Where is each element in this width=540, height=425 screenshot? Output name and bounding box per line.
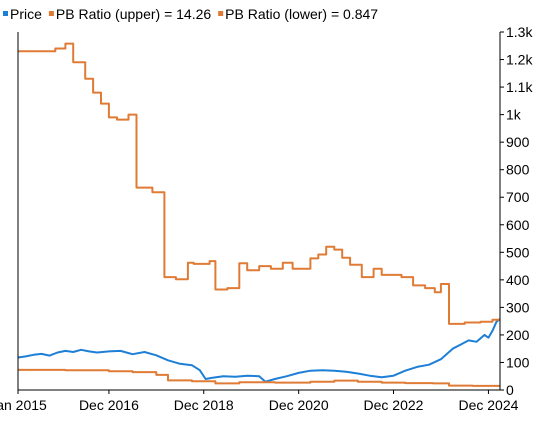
legend-swatch — [218, 11, 224, 16]
y-tick-label: 1k — [506, 107, 522, 123]
legend-label: PB Ratio (upper) = 14.26 — [56, 6, 211, 22]
y-tick-label: 300 — [506, 299, 530, 315]
x-axis-ticks: Jan 2015 Dec 2016 Dec 2018 Dec 2020 Dec 2022… — [0, 390, 519, 413]
y-tick-label: 1.2k — [506, 52, 533, 68]
x-tick-label: Dec 2020 — [269, 397, 329, 413]
legend-label: Price — [10, 6, 42, 22]
y-axis-ticks: 0 100 200 300 400 500 600 700 800 900 1k 1.1k 1.2k 1.… — [500, 24, 533, 398]
x-tick-label: Dec 2022 — [364, 397, 424, 413]
legend-swatch — [3, 11, 8, 16]
x-tick-label: Dec 2016 — [79, 397, 139, 413]
y-tick-label: 0 — [506, 382, 514, 398]
y-tick-label: 200 — [506, 327, 530, 343]
axes-layer — [17, 32, 501, 391]
y-tick-label: 800 — [506, 162, 530, 178]
x-tick-label: Dec 2024 — [458, 397, 518, 413]
y-tick-label: 900 — [506, 134, 530, 150]
y-tick-label: 700 — [506, 189, 530, 205]
legend: Price PB Ratio (upper) = 14.26 PB Ratio (l… — [3, 6, 378, 22]
legend-swatch — [48, 11, 54, 16]
y-tick-label: 500 — [506, 244, 530, 260]
y-tick-label: 1.3k — [506, 24, 533, 40]
legend-label: PB Ratio (lower) = 0.847 — [225, 6, 378, 22]
x-tick-label: Dec 2018 — [174, 397, 234, 413]
series-line-2 — [18, 42, 500, 325]
y-tick-label: 1.1k — [506, 79, 533, 95]
y-tick-label: 400 — [506, 272, 530, 288]
x-tick-label: Jan 2015 — [0, 397, 47, 413]
series-line-1 — [18, 318, 500, 383]
series-line-3 — [18, 368, 500, 387]
y-tick-label: 100 — [506, 354, 530, 370]
y-tick-label: 600 — [506, 217, 530, 233]
series-layer — [18, 42, 500, 387]
